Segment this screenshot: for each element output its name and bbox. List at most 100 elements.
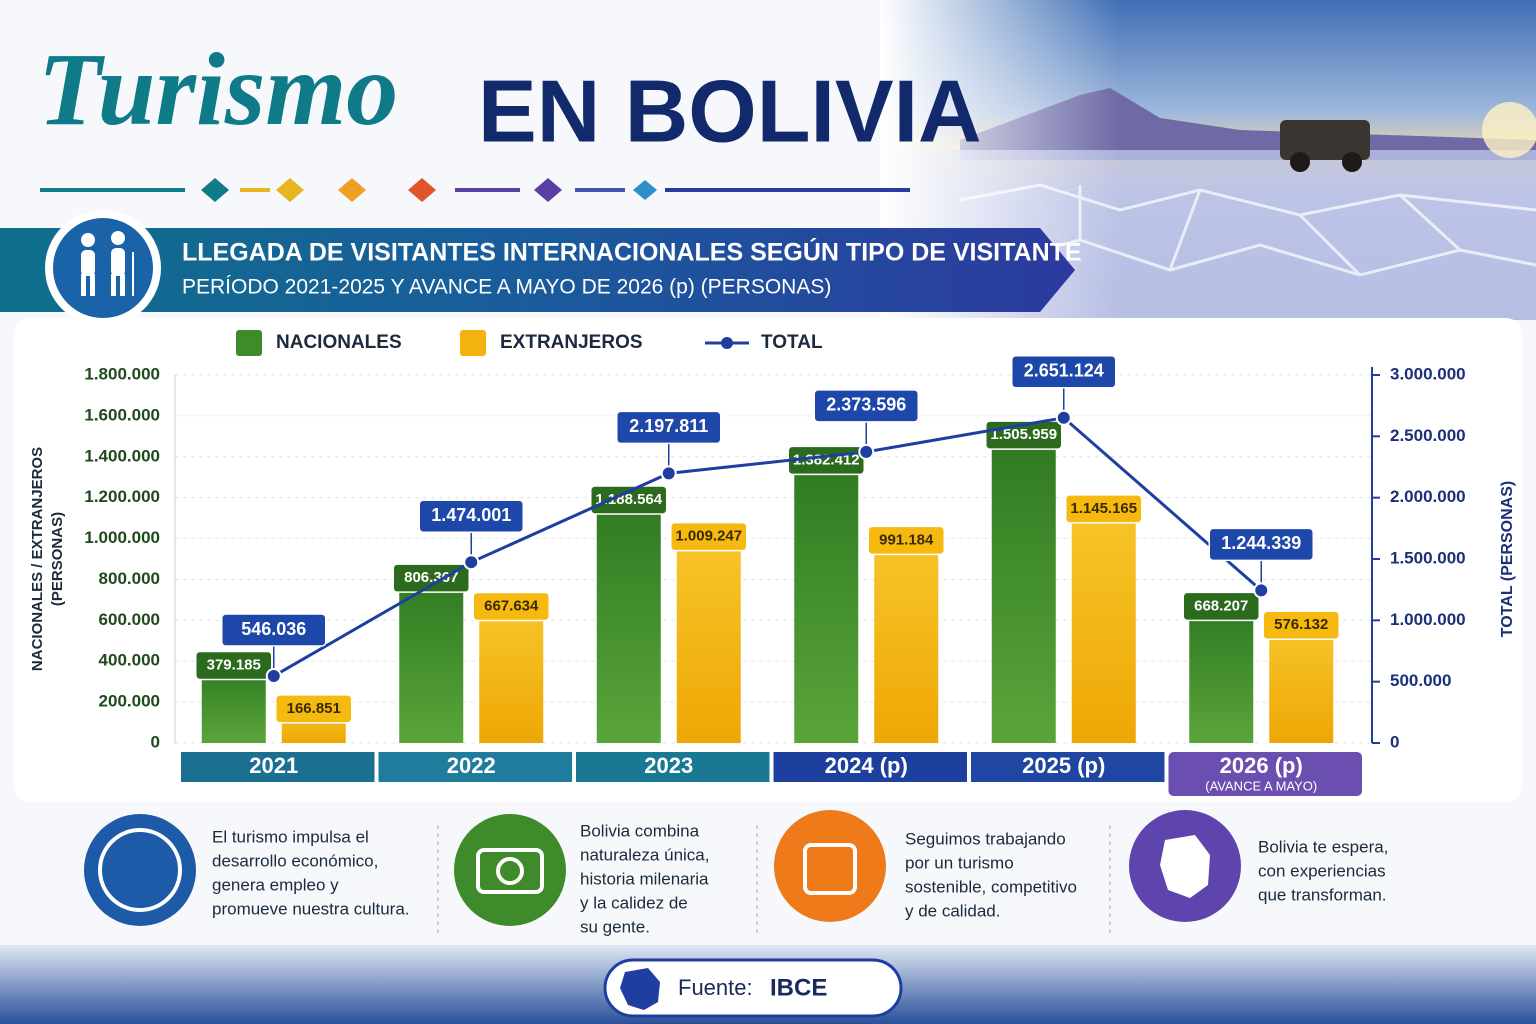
note-text: promueve nuestra cultura.	[212, 899, 410, 918]
total-label-box	[1208, 527, 1314, 562]
x-tick-label: 2023	[644, 753, 693, 778]
total-label: 546.036	[241, 619, 306, 639]
x-tick-note: (AVANCE A MAYO)	[1205, 778, 1317, 793]
title-bold: EN BOLIVIA	[478, 61, 982, 160]
bar	[596, 500, 661, 743]
bar	[676, 536, 741, 743]
value-label-box	[590, 485, 668, 515]
legend-label: EXTRANJEROS	[500, 332, 643, 353]
y2-tick-label: 1.000.000	[1390, 610, 1466, 629]
category-box	[773, 752, 967, 782]
legend-label: TOTAL	[761, 332, 823, 353]
total-label-box	[813, 389, 919, 423]
total-point	[463, 554, 480, 571]
x-tick-label: 2022	[447, 753, 496, 778]
value-label-box	[670, 521, 748, 552]
legend-swatch	[236, 330, 262, 356]
note-text: Bolivia te espera,	[1258, 837, 1388, 856]
bar	[479, 606, 544, 743]
bar	[991, 435, 1056, 743]
y-tick-label: 0	[151, 732, 160, 751]
value-label: 1.505.959	[990, 426, 1057, 443]
suitcase-icon-body	[803, 843, 857, 895]
ornament	[40, 178, 910, 202]
value-label: 166.851	[287, 700, 341, 717]
source-label: Fuente:	[678, 975, 753, 1000]
category-box	[378, 752, 572, 782]
y2-tick-label: 3.000.000	[1390, 364, 1466, 383]
value-label: 668.207	[1194, 597, 1248, 614]
notes: El turismo impulsa el desarrollo económic…	[84, 810, 1388, 936]
category-box	[1168, 752, 1362, 796]
banner	[0, 228, 1075, 312]
value-label: 1.188.564	[595, 491, 662, 508]
legend-marker	[721, 337, 733, 349]
x-tick-label: 2024 (p)	[825, 753, 908, 778]
y2-tick-label: 500.000	[1390, 671, 1451, 690]
total-label-box	[418, 499, 524, 533]
legend-label: NACIONALES	[276, 332, 402, 353]
y-axis-label: NACIONALES / EXTRANJEROS	[29, 447, 46, 671]
note-text: El turismo impulsa el	[212, 827, 369, 846]
title-script: Turismo	[38, 32, 398, 147]
total-point	[1055, 409, 1072, 426]
value-label-box	[275, 694, 353, 724]
total-point	[858, 443, 875, 460]
note-text: Seguimos trabajando	[905, 829, 1066, 848]
y2-tick-label: 0	[1390, 732, 1399, 751]
value-label: 1.009.247	[675, 528, 742, 545]
y-tick-label: 1.600.000	[84, 405, 160, 424]
value-label: 576.132	[1274, 616, 1328, 633]
note-text: con experiencias	[1258, 861, 1386, 880]
source-name: IBCE	[770, 974, 827, 1001]
value-label: 379.185	[207, 656, 261, 673]
note-text: sostenible, competitivo	[905, 877, 1077, 896]
value-label-box	[1182, 591, 1260, 622]
category-box	[576, 752, 770, 782]
source-pill	[603, 958, 903, 1018]
total-label: 2.373.596	[826, 395, 906, 415]
value-label-box	[867, 525, 945, 556]
note-text: Bolivia combina	[580, 821, 700, 840]
camera-icon	[454, 814, 566, 926]
category-box	[181, 752, 375, 782]
y-axis-label: (PERSONAS)	[49, 512, 66, 606]
total-label: 1.474.001	[431, 505, 511, 525]
note-text: por un turismo	[905, 853, 1014, 872]
total-line	[273, 416, 1263, 678]
chart-title: LLEGADA DE VISITANTES INTERNACIONALES SE…	[182, 237, 1082, 267]
x-tick-label: 2021	[249, 753, 298, 778]
y-tick-label: 400.000	[99, 651, 160, 670]
total-label-box	[221, 613, 327, 647]
y-tick-label: 1.800.000	[84, 364, 160, 383]
note-text: naturaleza única,	[580, 845, 709, 864]
legend-swatch	[460, 330, 486, 356]
bar	[1269, 625, 1334, 743]
chart: 0 200.000 400.000 600.000 800.000 1.000.000 1.…	[29, 330, 1516, 796]
chart-panel	[14, 318, 1522, 802]
chart-subtitle: PERÍODO 2021-2025 Y AVANCE A MAYO DE 202…	[182, 276, 831, 299]
y-tick-label: 600.000	[99, 610, 160, 629]
x-tick-label: 2025 (p)	[1022, 753, 1105, 778]
source-icon	[620, 968, 660, 1010]
camera-icon-body	[476, 848, 544, 894]
bar	[1189, 606, 1254, 743]
bar	[794, 460, 859, 743]
y2-axis-label: TOTAL (PERSONAS)	[1499, 481, 1516, 637]
bar	[1071, 508, 1136, 743]
total-label-box	[616, 410, 722, 445]
y-tick-label: 1.400.000	[84, 446, 160, 465]
total-label: 2.651.124	[1024, 361, 1104, 381]
y-tick-label: 1.200.000	[84, 487, 160, 506]
y-tick-label: 200.000	[99, 692, 160, 711]
total-label-box	[1011, 355, 1117, 389]
value-label-box	[195, 650, 273, 681]
value-label: 806.367	[404, 569, 458, 586]
category-box	[971, 752, 1165, 782]
note-text: y la calidez de	[580, 893, 688, 912]
value-label: 991.184	[879, 531, 934, 548]
note-text: desarrollo económico,	[212, 851, 378, 870]
hikers-icon	[81, 231, 134, 296]
